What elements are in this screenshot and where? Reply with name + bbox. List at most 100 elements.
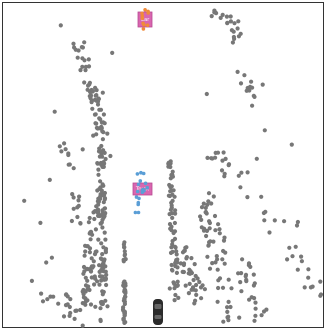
point [90, 275, 94, 279]
point [232, 21, 236, 25]
point [64, 147, 68, 151]
point [93, 305, 97, 309]
point [232, 37, 236, 41]
point [81, 324, 85, 328]
point [204, 210, 208, 214]
point [171, 239, 175, 243]
point [213, 228, 217, 232]
point [105, 132, 109, 136]
point [92, 217, 96, 221]
point [68, 305, 72, 309]
point [179, 261, 183, 265]
point [96, 168, 100, 172]
point [225, 15, 229, 19]
point [108, 154, 112, 158]
point [53, 110, 57, 114]
point [104, 157, 108, 161]
point [123, 253, 127, 257]
point [99, 256, 103, 260]
point [76, 198, 80, 202]
point [215, 254, 219, 258]
point [210, 14, 214, 18]
point [237, 316, 241, 320]
point [70, 219, 74, 223]
point [200, 205, 204, 209]
point [219, 16, 223, 20]
point [285, 257, 289, 261]
point [187, 271, 191, 275]
point [121, 307, 125, 311]
point [99, 126, 103, 130]
point [227, 278, 231, 282]
point [101, 182, 105, 186]
point [205, 92, 209, 96]
point [185, 255, 189, 259]
point [216, 222, 220, 226]
point [144, 182, 148, 186]
point [88, 216, 92, 220]
point [237, 34, 241, 38]
point [78, 68, 82, 72]
point [197, 280, 201, 284]
point [319, 292, 323, 296]
point [181, 270, 185, 274]
point [104, 283, 108, 287]
point [296, 220, 300, 224]
point [199, 218, 203, 222]
point [309, 285, 313, 289]
point [170, 203, 174, 207]
point [168, 227, 172, 231]
point [231, 40, 235, 44]
point [137, 201, 141, 205]
point [273, 218, 277, 222]
point [173, 261, 177, 265]
point [59, 23, 63, 27]
point [137, 183, 141, 187]
point [88, 246, 92, 250]
page: Car Truck (() => { const data = JSON.par… [0, 0, 327, 331]
point [252, 296, 256, 300]
point [82, 58, 86, 62]
point [98, 270, 102, 274]
point [208, 267, 212, 271]
point [229, 19, 233, 23]
point [227, 163, 231, 167]
point [72, 166, 76, 170]
point [102, 193, 106, 197]
point [98, 117, 102, 121]
point [103, 238, 107, 242]
point [173, 212, 177, 216]
point [240, 257, 244, 261]
point [67, 163, 71, 167]
point [282, 219, 286, 223]
ego-car-window [155, 315, 162, 319]
point [303, 285, 307, 289]
point [101, 261, 105, 265]
point [101, 275, 105, 279]
point [300, 259, 304, 263]
point [222, 174, 226, 178]
point [259, 195, 263, 199]
point [98, 306, 102, 310]
point [99, 222, 103, 226]
point [122, 258, 126, 262]
point [216, 278, 220, 282]
point [206, 244, 210, 248]
point [229, 286, 233, 290]
point [167, 183, 171, 187]
frame [3, 3, 324, 328]
point [96, 100, 100, 104]
point [244, 278, 248, 282]
point [122, 245, 126, 249]
point [168, 194, 172, 198]
point [173, 298, 177, 302]
point [183, 249, 187, 253]
point [99, 144, 103, 148]
point [236, 70, 240, 74]
point [211, 240, 215, 244]
point [263, 128, 267, 132]
point [88, 250, 92, 254]
point [48, 178, 52, 182]
point [62, 141, 66, 145]
point [208, 221, 212, 225]
